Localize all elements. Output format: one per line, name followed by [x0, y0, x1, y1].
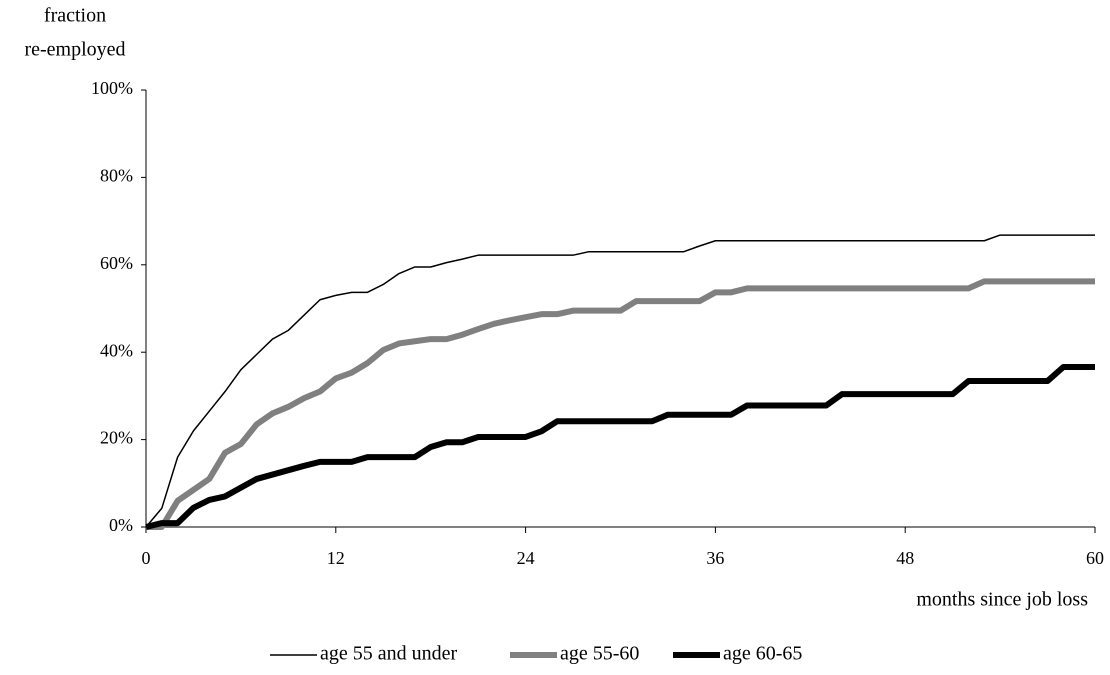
y-axis-label: re-employed: [24, 39, 125, 61]
y-tick-label: 60%: [100, 253, 133, 273]
y-tick-label: 80%: [100, 166, 133, 186]
series-line: [145, 234, 1095, 528]
series-line: [145, 364, 1095, 530]
x-tick-label: 12: [327, 548, 345, 568]
y-tick-label: 20%: [100, 428, 133, 448]
y-axis-label: fraction: [44, 5, 106, 27]
x-tick-label: 24: [517, 548, 535, 568]
legend-label: age 55-60: [560, 643, 639, 665]
x-tick-label: 48: [896, 548, 914, 568]
y-tick-label: 0%: [109, 515, 133, 535]
y-tick-label: 40%: [100, 340, 133, 360]
y-tick-label: 100%: [91, 78, 133, 98]
series-line: [146, 278, 1095, 530]
x-axis-label: months since job loss: [916, 589, 1088, 611]
x-tick-label: 36: [706, 548, 724, 568]
x-tick-label: 0: [142, 548, 151, 568]
legend-label: age 60-65: [723, 643, 802, 665]
x-tick-label: 60: [1086, 548, 1104, 568]
legend-label: age 55 and under: [320, 643, 458, 665]
